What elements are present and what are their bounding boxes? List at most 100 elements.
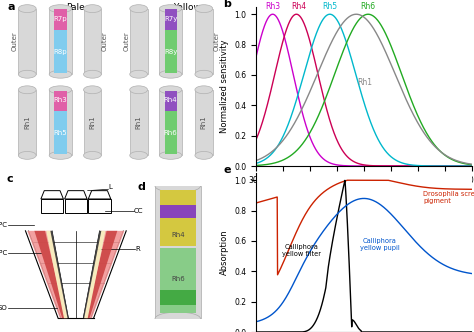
Ellipse shape	[130, 70, 147, 78]
Bar	[164, 91, 177, 111]
Bar	[130, 90, 147, 155]
Bar	[83, 90, 101, 155]
Polygon shape	[64, 191, 87, 199]
Ellipse shape	[159, 70, 182, 78]
Text: Drosophila screening
pigment: Drosophila screening pigment	[423, 191, 474, 204]
Text: Rh5: Rh5	[322, 2, 337, 11]
Ellipse shape	[83, 70, 101, 78]
Bar	[159, 9, 182, 74]
Bar	[55, 111, 66, 154]
Text: Outer: Outer	[123, 32, 129, 51]
Polygon shape	[86, 231, 117, 318]
Text: Rh4: Rh4	[292, 2, 307, 11]
Bar	[49, 9, 72, 74]
Text: SPC: SPC	[0, 250, 8, 256]
Ellipse shape	[130, 151, 147, 159]
Ellipse shape	[155, 179, 201, 193]
Text: Rh4: Rh4	[164, 97, 177, 103]
Text: Rh6: Rh6	[164, 130, 178, 136]
Text: SO: SO	[0, 305, 8, 311]
Y-axis label: Absorption: Absorption	[219, 229, 228, 275]
Ellipse shape	[49, 70, 72, 78]
Polygon shape	[27, 231, 67, 318]
Bar	[160, 290, 196, 305]
Polygon shape	[83, 231, 101, 318]
Bar	[55, 91, 66, 111]
Text: Rh1: Rh1	[90, 116, 95, 129]
Text: a: a	[7, 2, 15, 12]
Ellipse shape	[83, 86, 101, 94]
Text: R7p: R7p	[54, 16, 67, 22]
Polygon shape	[88, 199, 111, 213]
Text: Rh4: Rh4	[171, 232, 184, 238]
Polygon shape	[50, 231, 69, 318]
Ellipse shape	[159, 86, 182, 94]
Text: CC: CC	[134, 208, 144, 214]
Polygon shape	[41, 199, 64, 213]
Bar	[195, 90, 213, 155]
Y-axis label: Normalized sensitivity: Normalized sensitivity	[219, 40, 228, 133]
Text: Rh6: Rh6	[361, 2, 376, 11]
Text: Rh6: Rh6	[171, 276, 185, 282]
Polygon shape	[64, 199, 87, 213]
Text: Rh1: Rh1	[136, 116, 142, 129]
Text: Rh1: Rh1	[24, 116, 30, 129]
Ellipse shape	[155, 312, 201, 325]
Bar	[83, 9, 101, 74]
Bar	[130, 9, 147, 74]
Text: PPC: PPC	[0, 222, 8, 228]
Text: L: L	[109, 184, 112, 190]
Bar	[164, 111, 177, 154]
Bar	[18, 90, 36, 155]
Ellipse shape	[159, 5, 182, 13]
Polygon shape	[46, 231, 67, 318]
Bar	[155, 186, 201, 319]
Bar	[160, 190, 196, 246]
Text: Rh1: Rh1	[201, 116, 207, 129]
Text: Yellow: Yellow	[173, 3, 201, 13]
Text: Outer: Outer	[12, 32, 18, 51]
Bar	[49, 90, 72, 155]
Text: R: R	[135, 246, 140, 252]
Text: d: d	[138, 182, 146, 192]
Ellipse shape	[195, 70, 213, 78]
Ellipse shape	[195, 5, 213, 13]
Ellipse shape	[18, 5, 36, 13]
Polygon shape	[41, 191, 64, 199]
Text: Rh3: Rh3	[54, 97, 67, 103]
X-axis label: Wavelength (nm): Wavelength (nm)	[328, 190, 400, 199]
Text: Outer: Outer	[102, 32, 108, 51]
Polygon shape	[34, 231, 66, 318]
Bar	[160, 205, 196, 218]
Ellipse shape	[83, 151, 101, 159]
Text: Rh3: Rh3	[265, 2, 280, 11]
Ellipse shape	[159, 151, 182, 159]
Text: Outer: Outer	[213, 32, 219, 51]
Bar	[164, 30, 177, 72]
Bar	[160, 248, 196, 313]
Ellipse shape	[83, 5, 101, 13]
Polygon shape	[84, 231, 124, 318]
Ellipse shape	[18, 86, 36, 94]
Polygon shape	[84, 231, 105, 318]
Bar	[18, 9, 36, 74]
Ellipse shape	[130, 5, 147, 13]
Text: R7y: R7y	[164, 16, 177, 22]
Ellipse shape	[18, 70, 36, 78]
Text: b: b	[224, 0, 231, 9]
Bar	[159, 90, 182, 155]
Text: R8y: R8y	[164, 49, 177, 55]
Bar	[55, 30, 66, 72]
Ellipse shape	[49, 151, 72, 159]
Text: c: c	[6, 174, 13, 184]
Ellipse shape	[49, 86, 72, 94]
Bar	[55, 10, 66, 30]
Text: Calliphora
yellow pupil: Calliphora yellow pupil	[360, 238, 400, 251]
Polygon shape	[88, 191, 111, 199]
Bar	[195, 9, 213, 74]
Ellipse shape	[18, 151, 36, 159]
Ellipse shape	[195, 86, 213, 94]
Ellipse shape	[49, 5, 72, 13]
Text: Rh5: Rh5	[54, 130, 67, 136]
Ellipse shape	[130, 86, 147, 94]
